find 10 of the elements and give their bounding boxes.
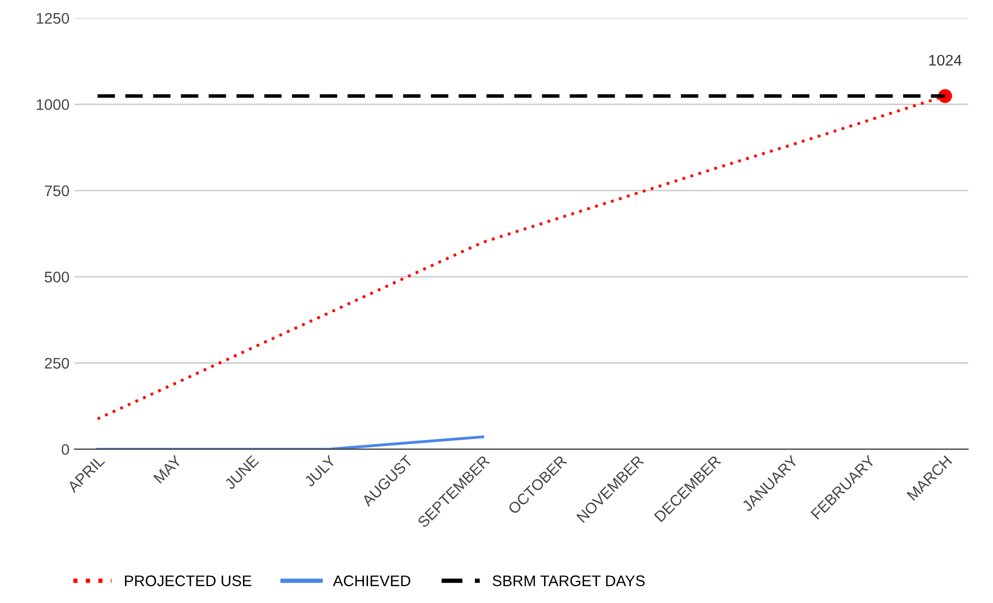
y-tick-label: 500: [44, 272, 70, 282]
y-tick-label: 250: [44, 358, 70, 369]
legend-label: ACHIEVED: [332, 575, 410, 586]
data-label: 1024: [929, 54, 962, 66]
legend-label: SBRM TARGET DAYS: [492, 575, 645, 586]
y-tick-label: 0: [62, 444, 70, 455]
legend-label: PROJECTED USE: [125, 575, 252, 586]
y-tick-label: 1000: [36, 99, 70, 110]
y-tick-label: 750: [44, 185, 70, 196]
y-tick-label: 1250: [36, 12, 70, 24]
